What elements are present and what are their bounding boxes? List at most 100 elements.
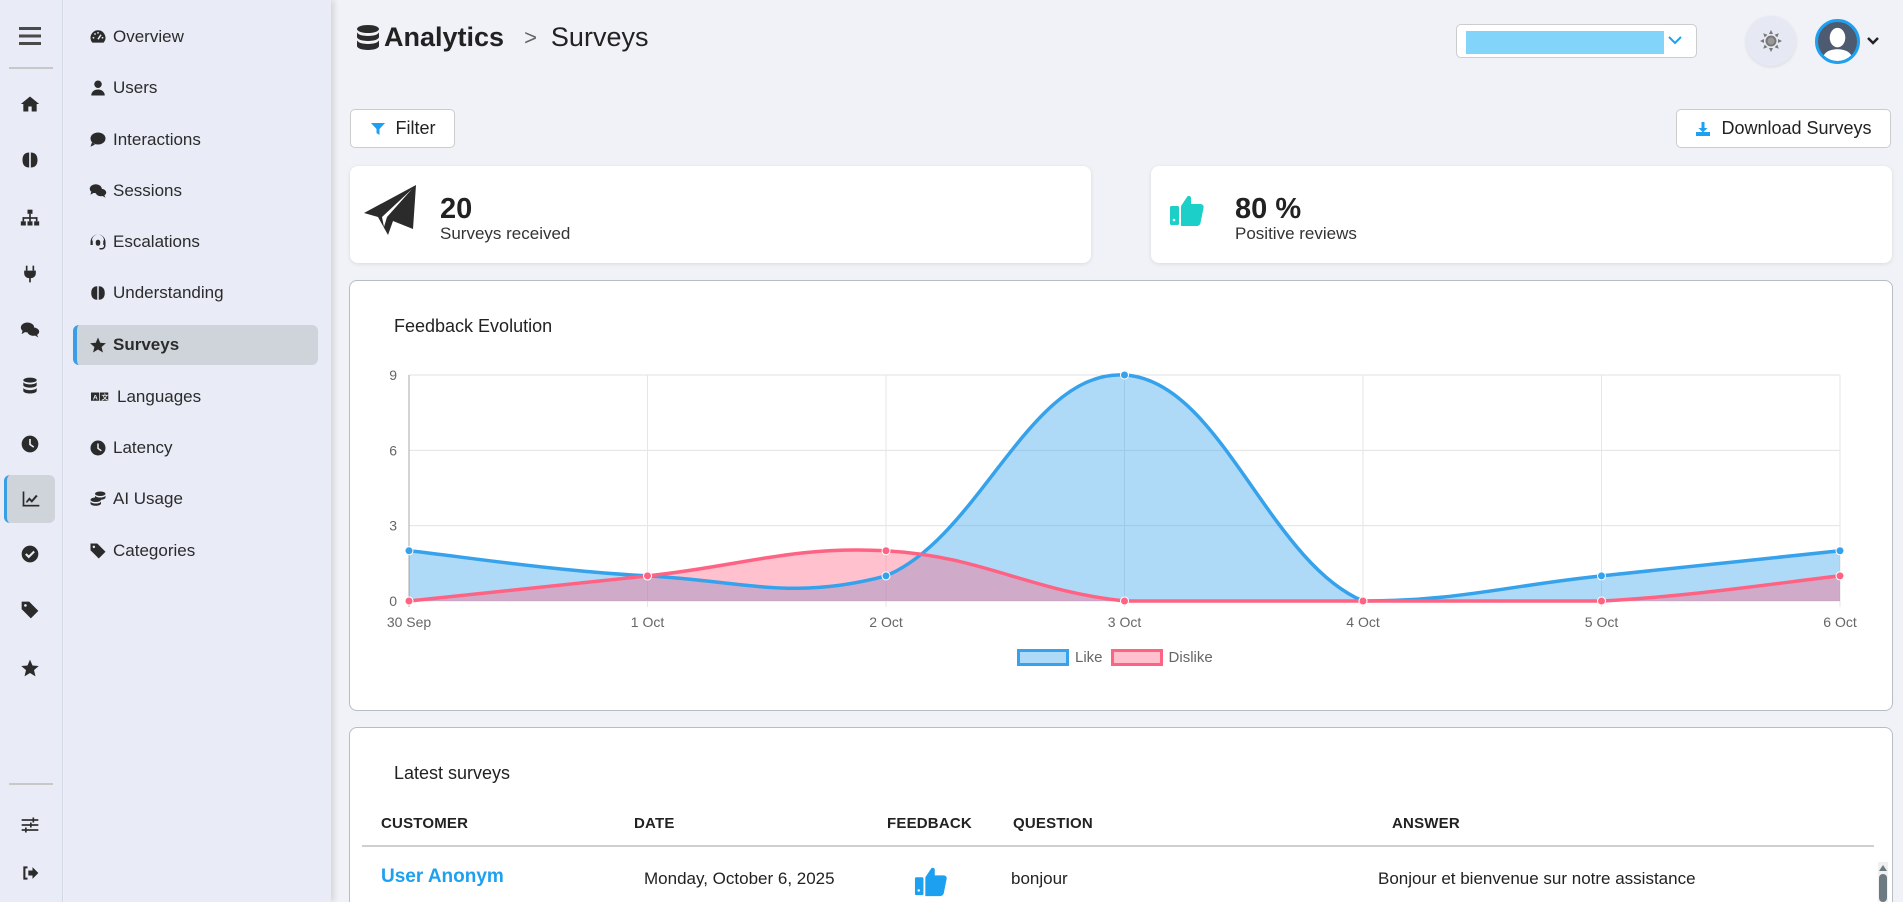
kpi-positive-label: Positive reviews <box>1235 224 1357 243</box>
column-header-customer[interactable]: CUSTOMER <box>381 815 469 832</box>
breadcrumb-root[interactable]: Analytics <box>384 22 505 52</box>
coins-icon <box>90 491 106 506</box>
customer-link[interactable]: User Anonym <box>381 866 504 887</box>
rail-item-settings[interactable] <box>4 801 55 849</box>
user-silhouette-icon <box>1821 27 1854 61</box>
rail-divider-bottom <box>9 783 53 785</box>
page-title: Surveys <box>550 22 649 52</box>
project-select[interactable] <box>1456 24 1697 58</box>
filter-button[interactable]: Filter <box>350 109 455 148</box>
download-icon <box>1696 121 1711 136</box>
survey-question: bonjour <box>1011 869 1068 888</box>
scrollbar-thumb[interactable] <box>1879 874 1887 902</box>
rail-item-understanding[interactable] <box>4 136 55 184</box>
chevron-down-icon[interactable] <box>1866 34 1880 48</box>
rail-item-home[interactable] <box>4 80 55 128</box>
column-header-date[interactable]: DATE <box>634 815 675 832</box>
kpi-surveys-label: Surveys received <box>440 224 571 243</box>
rail-divider <box>9 67 53 69</box>
sidebar-item-interactions[interactable]: Interactions <box>73 120 318 160</box>
sidebar-item-latency[interactable]: Latency <box>73 428 318 468</box>
breadcrumb-separator: > <box>524 24 537 50</box>
sun-icon <box>1760 30 1782 52</box>
column-header-question[interactable]: QUESTION <box>1013 815 1093 832</box>
sidebar-item-escalations[interactable]: Escalations <box>73 222 318 262</box>
brain-icon <box>22 152 37 168</box>
rail-item-favorites[interactable] <box>4 644 55 692</box>
sidebar-item-surveys[interactable]: Surveys <box>73 325 318 365</box>
kpi-positive-value: 80 % <box>1235 193 1302 225</box>
sidebar-item-ai-usage[interactable]: AI Usage <box>73 479 318 519</box>
star-icon <box>20 659 39 677</box>
thumbs-up-icon <box>1170 195 1204 226</box>
kpi-card-positive: 80 % Positive reviews <box>1151 166 1892 263</box>
filter-button-label: Filter <box>395 118 436 138</box>
scroll-up-arrow-icon[interactable] <box>1879 865 1887 871</box>
rail-item-sitemap[interactable] <box>4 194 55 242</box>
sidebar-item-understanding[interactable]: Understanding <box>73 273 318 313</box>
latest-surveys-panel <box>349 727 1893 902</box>
headset-icon <box>90 234 106 250</box>
sidebar-item-label: Understanding <box>113 283 224 302</box>
rail-item-logout[interactable] <box>4 849 55 897</box>
legend-label-like: Like <box>1075 649 1103 666</box>
chart-legend: Like Dislike <box>1017 649 1221 666</box>
menu-toggle-button[interactable] <box>4 12 55 60</box>
paper-plane-icon <box>364 185 416 235</box>
legend-swatch-like <box>1017 649 1069 666</box>
rail-item-sessions[interactable] <box>4 306 55 354</box>
sidebar-item-label: Languages <box>117 387 202 406</box>
clock-icon <box>90 440 106 456</box>
rail-item-database[interactable] <box>4 362 55 410</box>
sidebar: Overview Users Interactions Sessions Esc… <box>64 0 331 902</box>
gauge-icon <box>90 30 106 43</box>
theme-toggle-button[interactable] <box>1746 16 1796 66</box>
icon-rail <box>0 0 63 902</box>
rail-item-tags[interactable] <box>4 586 55 634</box>
comments-icon <box>20 322 39 338</box>
sidebar-item-users[interactable]: Users <box>73 68 318 108</box>
rail-item-latency[interactable] <box>4 420 55 468</box>
kpi-surveys-value: 20 <box>440 193 473 225</box>
database-icon <box>357 24 379 50</box>
sidebar-item-label: Interactions <box>113 130 201 149</box>
sidebar-item-overview[interactable]: Overview <box>73 17 318 57</box>
check-circle-icon <box>21 545 38 563</box>
legend-swatch-dislike <box>1110 649 1163 666</box>
svg-text:A: A <box>93 394 98 401</box>
download-surveys-button[interactable]: Download Surveys <box>1676 109 1891 148</box>
brain-icon <box>91 286 105 300</box>
sidebar-item-label: Sessions <box>113 181 182 200</box>
sitemap-icon <box>20 209 39 226</box>
database-icon <box>22 377 37 394</box>
comments-icon <box>89 184 107 198</box>
star-icon <box>90 337 106 353</box>
sidebar-item-sessions[interactable]: Sessions <box>73 171 318 211</box>
rail-item-integrations[interactable] <box>4 250 55 298</box>
column-header-answer[interactable]: ANSWER <box>1392 815 1460 832</box>
survey-answer: Bonjour et bienvenue sur notre assistanc… <box>1378 869 1696 888</box>
sidebar-item-categories[interactable]: Categories <box>73 531 318 571</box>
chart-title: Feedback Evolution <box>394 316 553 336</box>
sidebar-item-label: Escalations <box>113 232 200 251</box>
rail-item-analytics[interactable] <box>4 475 55 523</box>
filter-icon <box>370 122 385 135</box>
sidebar-item-label: Users <box>113 78 158 97</box>
chart-line-icon <box>22 491 40 507</box>
legend-item-dislike[interactable]: Dislike <box>1110 649 1213 666</box>
sidebar-item-label: Categories <box>113 541 196 560</box>
avatar[interactable] <box>1815 19 1860 64</box>
svg-text:文: 文 <box>101 392 109 401</box>
column-header-feedback[interactable]: FEEDBACK <box>887 815 972 832</box>
download-button-label: Download Surveys <box>1721 118 1872 138</box>
legend-label-dislike: Dislike <box>1168 649 1213 666</box>
kpi-card-surveys: 20 Surveys received <box>350 166 1091 263</box>
rail-item-validation[interactable] <box>4 530 55 578</box>
chevron-down-icon <box>1668 36 1682 45</box>
legend-item-like[interactable]: Like <box>1017 649 1103 666</box>
sidebar-item-label: AI Usage <box>113 489 183 508</box>
thumbs-up-icon <box>914 867 947 897</box>
table-scrollbar[interactable] <box>1878 862 1888 902</box>
breadcrumb: Analytics > Surveys <box>356 22 648 53</box>
